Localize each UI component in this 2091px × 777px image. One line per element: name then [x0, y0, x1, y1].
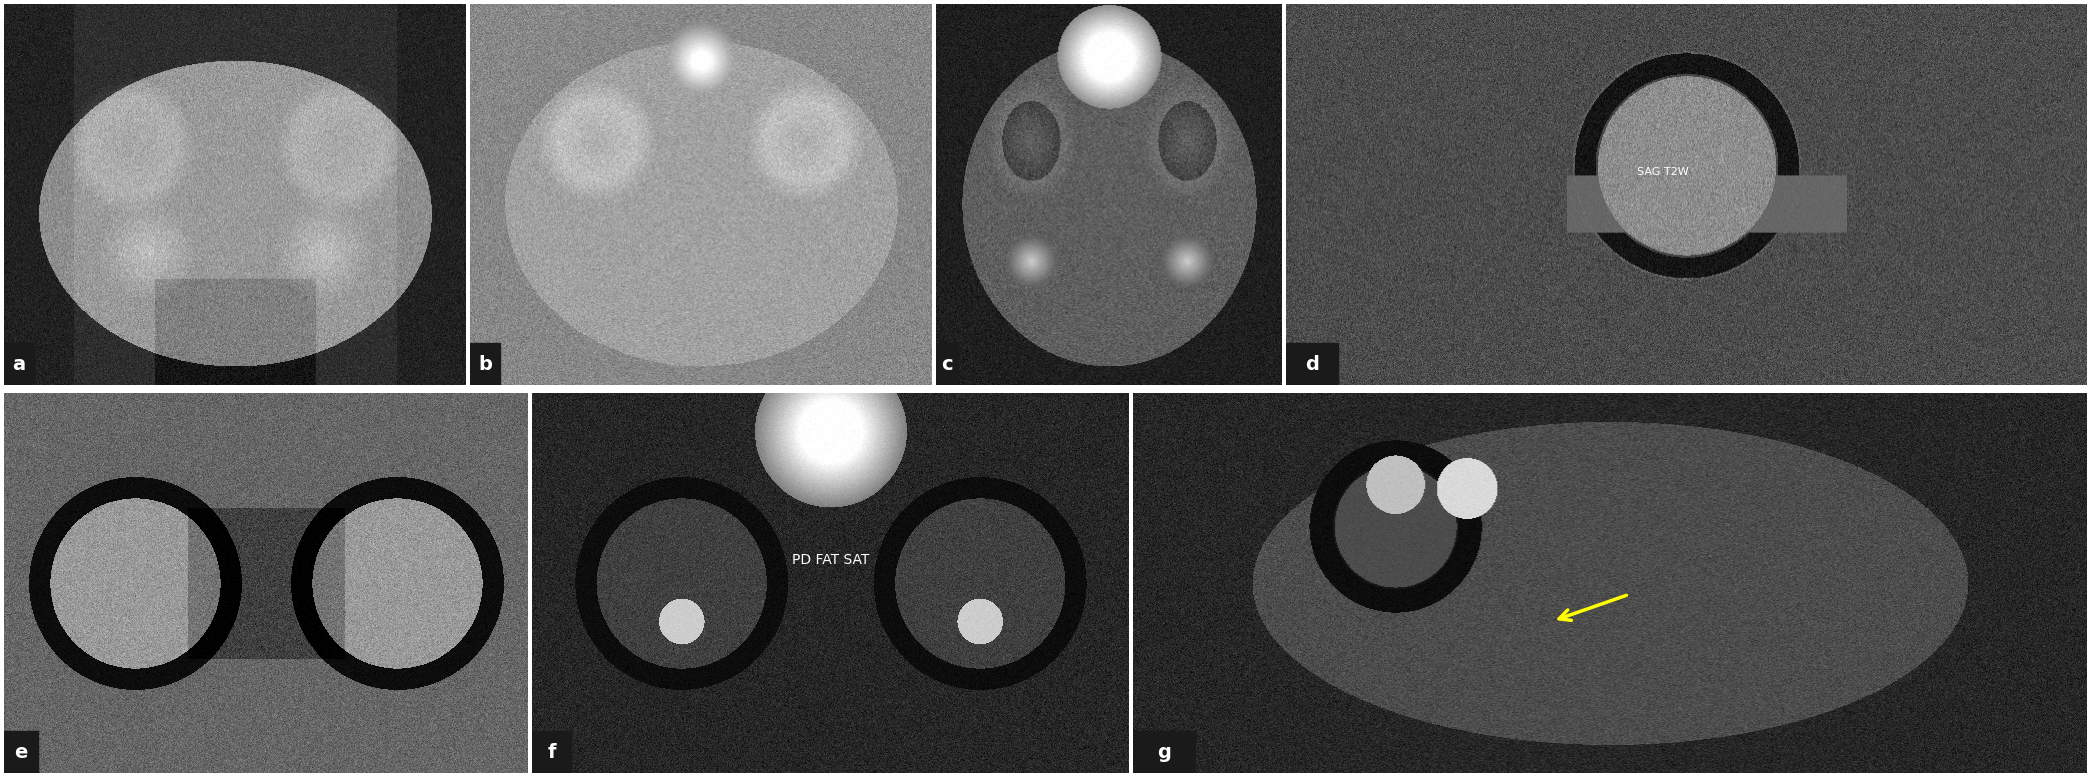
Bar [937, 343, 958, 385]
Bar [4, 731, 38, 773]
Bar [470, 343, 500, 385]
Bar [531, 731, 571, 773]
Text: f: f [548, 744, 556, 762]
Text: a: a [13, 355, 25, 375]
Bar [1133, 731, 1196, 773]
Bar [1286, 343, 1338, 385]
Text: PD FAT SAT: PD FAT SAT [792, 553, 870, 567]
Text: g: g [1156, 744, 1171, 762]
Text: e: e [15, 744, 27, 762]
Text: c: c [941, 355, 953, 375]
Bar [4, 343, 33, 385]
Text: SAG T2W: SAG T2W [1637, 166, 1687, 176]
Text: d: d [1305, 355, 1319, 375]
Text: b: b [479, 355, 491, 375]
